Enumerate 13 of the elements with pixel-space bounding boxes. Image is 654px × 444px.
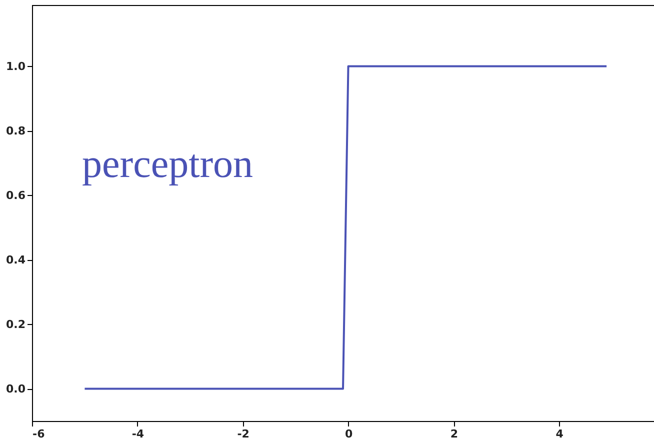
y-tick-label: 0.2 (6, 318, 26, 331)
x-tick-label: 4 (556, 428, 564, 440)
x-tick-label: 2 (450, 428, 458, 440)
x-tick-label: 0 (344, 428, 353, 440)
y-tick-label: 0.0 (6, 382, 26, 396)
y-tick-label: 0.4 (6, 253, 26, 266)
x-tick-label: -2 (237, 428, 250, 440)
y-tick-label: 1.0 (6, 60, 26, 73)
y-tick-label: 0.8 (6, 124, 26, 138)
annotation: perceptron (82, 141, 254, 186)
x-tick-label: -4 (132, 428, 144, 440)
x-tick-label: -6 (32, 428, 46, 440)
y-tick-label: 0.6 (6, 188, 26, 202)
